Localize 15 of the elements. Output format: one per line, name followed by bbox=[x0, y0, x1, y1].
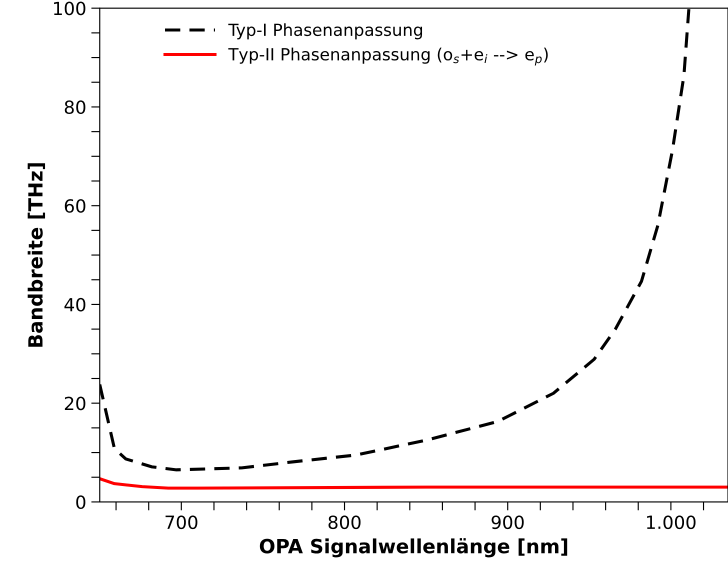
x-tick-label: 700 bbox=[166, 515, 198, 530]
x-tick-label: 900 bbox=[492, 515, 524, 530]
y-tick-label: 80 bbox=[64, 100, 86, 114]
y-tick-label: 60 bbox=[64, 199, 86, 213]
x-tick-label: 1.000 bbox=[647, 515, 696, 530]
line-series bbox=[100, 477, 728, 490]
x-tick-label: 800 bbox=[328, 515, 361, 530]
y-tick-label: 40 bbox=[64, 298, 86, 312]
y-tick-label: 100 bbox=[54, 2, 86, 16]
legend-label: Typ-II Phasenanpassung (o$_{s}$+e$_{i}$ --> e$_{p}$) bbox=[228, 48, 548, 66]
y-tick-label: 0 bbox=[76, 495, 86, 510]
x-axis-title: OPA Signalwellenlänge [nm] bbox=[260, 538, 568, 558]
y-tick-label: 20 bbox=[64, 396, 86, 410]
y-axis-title: Bandbreite [THz] bbox=[28, 163, 46, 347]
legend-label: Typ-I Phasenanpassung bbox=[228, 23, 422, 40]
